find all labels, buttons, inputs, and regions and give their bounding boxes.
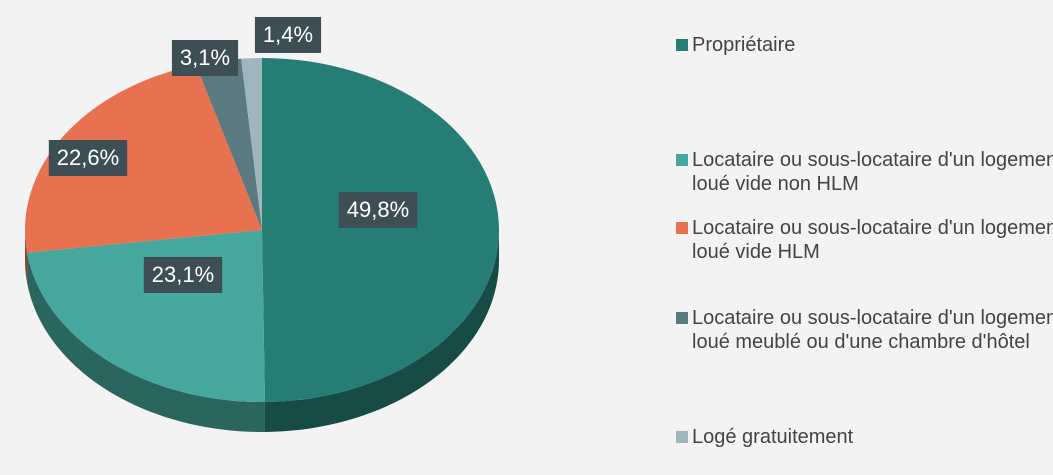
data-label: 3,1%: [171, 40, 239, 76]
legend-item: Locataire ou sous-locataire d'un logemen…: [676, 216, 1053, 264]
data-label-text: 23,1%: [152, 262, 214, 287]
slice-side: [27, 252, 265, 432]
data-label-box: [143, 257, 223, 293]
slice: [24, 64, 263, 253]
slice-side: [264, 230, 499, 432]
legend-item: Propriétaire: [676, 33, 1053, 57]
chart: 49,8% 23,1% 22,6% 3,1% 1,4%: [24, 17, 499, 432]
legend-label: Logé gratuitement: [692, 426, 854, 448]
data-label-text: 1,4%: [263, 22, 313, 47]
slice-side: [25, 230, 28, 283]
legend-swatch: [676, 39, 688, 51]
data-label-box: [171, 40, 239, 76]
legend-swatch: [676, 154, 688, 166]
data-label-text: 22,6%: [57, 145, 119, 170]
data-label-box: [338, 192, 418, 228]
legend-swatch: [676, 312, 688, 324]
legend-item: Logé gratuitement: [676, 425, 1053, 449]
legend-item: Locataire ou sous-locataire d'un logemen…: [676, 148, 1053, 196]
slice: [195, 58, 262, 230]
legend-item: Locataire ou sous-locataire d'un logemen…: [676, 306, 1053, 354]
data-label: 22,6%: [48, 140, 128, 176]
data-label: 1,4%: [254, 17, 322, 53]
slice: [241, 58, 262, 230]
data-label-box: [48, 140, 128, 176]
data-label-text: 3,1%: [180, 45, 230, 70]
legend-label: Locataire ou sous-locataire d'un logemen…: [692, 217, 1053, 263]
slice: [27, 230, 265, 402]
legend-label: Locataire ou sous-locataire d'un logemen…: [692, 307, 1053, 353]
legend-swatch: [676, 222, 688, 234]
data-label-text: 49,8%: [347, 197, 409, 222]
data-label: 23,1%: [143, 257, 223, 293]
data-label: 49,8%: [338, 192, 418, 228]
slice: [262, 58, 499, 402]
legend-label: Locataire ou sous-locataire d'un logemen…: [692, 149, 1053, 195]
legend-label: Propriétaire: [692, 34, 796, 56]
data-label-box: [254, 17, 322, 53]
legend-swatch: [676, 431, 688, 443]
